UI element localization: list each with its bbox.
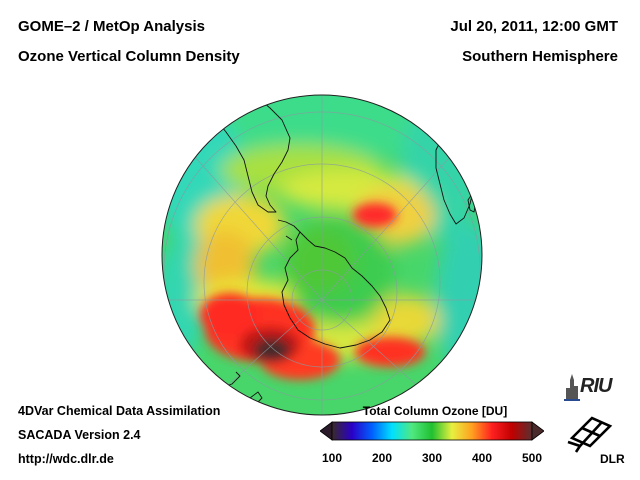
antarctic-peninsula [277,219,301,241]
colorbar-tick-400: 400 [471,451,493,465]
colorbar-tick-100: 100 [321,451,343,465]
riu-logo: RIU [580,375,612,397]
colorbar [320,421,544,441]
colorbar-gradient [331,421,533,441]
datetime-label: Jul 20, 2011, 12:00 GMT [450,18,618,35]
riu-logo-icon [564,374,580,401]
colorbar-tick-300: 300 [421,451,443,465]
colorbar-tick-500: 500 [521,451,543,465]
hemisphere-label: Southern Hemisphere [462,48,618,65]
graticule [162,95,482,415]
version-label: SACADA Version 2.4 [18,428,141,442]
dlr-logo-icon [567,416,613,453]
product-title: Ozone Vertical Column Density [18,48,240,65]
antarctica-coast [281,231,391,349]
dlr-logo: DLR [600,452,625,466]
colorbar-tick-200: 200 [371,451,393,465]
url-label: http://wdc.dlr.de [18,452,114,466]
ozone-high-region [200,203,425,380]
colorbar-arrow-low [320,421,333,441]
instrument-title: GOME–2 / MetOp Analysis [18,18,205,35]
colorbar-arrow-high [531,421,544,441]
colorbar-title: Total Column Ozone [DU] [362,404,508,418]
globe-outline [161,94,483,416]
method-label: 4DVar Chemical Data Assimilation [18,404,221,418]
